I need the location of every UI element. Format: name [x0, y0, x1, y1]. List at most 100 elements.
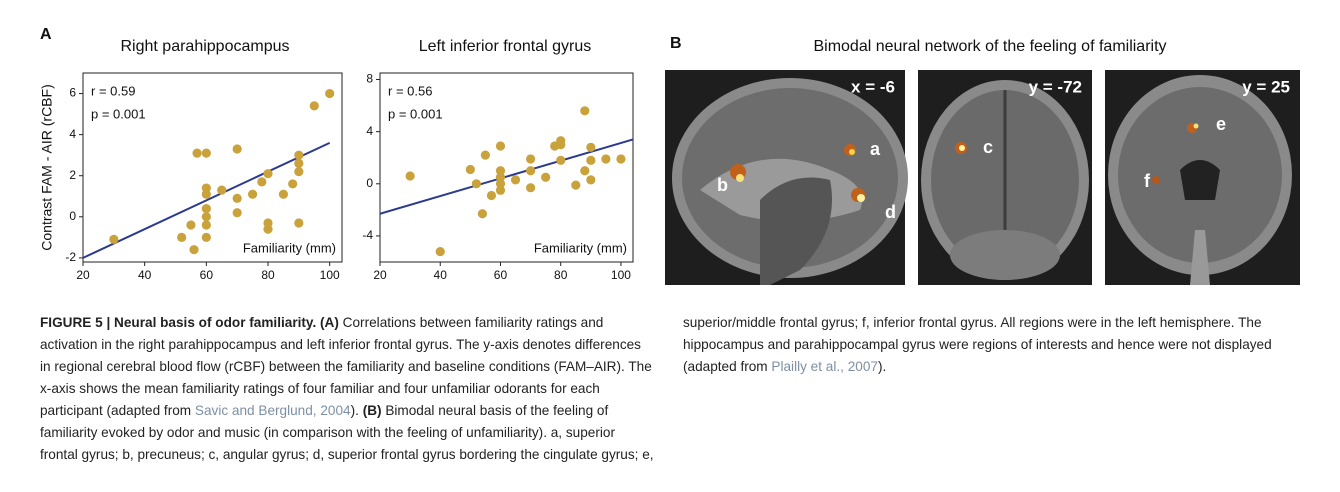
data-point	[233, 194, 242, 203]
y-tick-label: -2	[65, 250, 76, 264]
x-tick-label: 100	[611, 268, 631, 282]
data-point	[580, 106, 589, 115]
chart-title: Left inferior frontal gyrus	[419, 38, 592, 55]
x-tick-label: 60	[494, 268, 508, 282]
y-tick-label: 4	[69, 127, 76, 141]
region-label: b	[717, 175, 728, 195]
reference-link[interactable]: Savic and Berglund, 2004	[195, 403, 351, 418]
data-point	[556, 140, 565, 149]
data-point	[466, 165, 475, 174]
reference-link[interactable]: Plailly et al., 2007	[771, 359, 878, 374]
data-point	[406, 171, 415, 180]
caption-text: (B)	[363, 403, 382, 418]
data-point	[294, 151, 303, 160]
figure-caption: FIGURE 5 | Neural basis of odor familiar…	[40, 312, 1298, 477]
y-axis-label: Contrast FAM - AIR (rCBF)	[39, 84, 55, 250]
data-point	[202, 220, 211, 229]
data-point	[601, 154, 610, 163]
data-point	[288, 179, 297, 188]
data-point	[186, 220, 195, 229]
data-point	[257, 177, 266, 186]
data-point	[202, 190, 211, 199]
data-point	[217, 185, 226, 194]
data-point	[177, 233, 186, 242]
data-point	[192, 149, 201, 158]
x-tick-label: 80	[261, 268, 275, 282]
data-point	[496, 141, 505, 150]
data-point	[109, 235, 118, 244]
data-point	[511, 175, 520, 184]
data-point	[586, 156, 595, 165]
data-point	[325, 89, 334, 98]
data-point	[616, 154, 625, 163]
data-point	[481, 151, 490, 160]
data-point	[202, 212, 211, 221]
data-point	[263, 169, 272, 178]
data-point	[202, 233, 211, 242]
y-tick-label: 0	[366, 176, 373, 190]
data-point	[436, 247, 445, 256]
data-point	[526, 154, 535, 163]
x-tick-label: 60	[200, 268, 214, 282]
caption-text: ).	[878, 359, 886, 374]
x-tick-label: 20	[76, 268, 90, 282]
data-point	[279, 190, 288, 199]
data-point	[233, 144, 242, 153]
x-tick-label: 100	[320, 268, 340, 282]
caption-text: FIGURE 5 | Neural basis of odor familiar…	[40, 315, 316, 330]
data-point	[472, 179, 481, 188]
region-label: f	[1144, 171, 1151, 191]
data-point	[263, 225, 272, 234]
x-tick-label: 20	[373, 268, 387, 282]
caption-text: ).	[351, 403, 363, 418]
y-tick-label: 8	[366, 72, 373, 86]
data-point	[586, 143, 595, 152]
y-tick-label: -4	[362, 228, 373, 242]
data-point	[541, 173, 550, 182]
y-tick-label: 0	[69, 209, 76, 223]
brain-images	[665, 70, 1300, 285]
data-point	[248, 190, 257, 199]
y-tick-label: 2	[69, 168, 76, 182]
figure: A B Bimodal neural network of the feelin…	[0, 0, 1340, 300]
data-point	[310, 101, 319, 110]
region-label: d	[885, 202, 896, 222]
data-point	[233, 208, 242, 217]
annotation: p = 0.001	[388, 106, 443, 121]
panel-label: B	[670, 35, 682, 52]
data-point	[294, 167, 303, 176]
data-point	[202, 149, 211, 158]
annotation: r = 0.56	[388, 83, 432, 98]
chart-title: Right parahippocampus	[121, 38, 290, 55]
slice-coordinate: y = -72	[1029, 77, 1082, 96]
slice-coordinate: y = 25	[1242, 77, 1290, 96]
data-point	[496, 186, 505, 195]
data-point	[189, 245, 198, 254]
data-point	[556, 156, 565, 165]
x-tick-label: 80	[554, 268, 568, 282]
data-point	[487, 191, 496, 200]
caption-text: (A)	[320, 315, 339, 330]
x-axis-label: Familiarity (mm)	[534, 240, 627, 255]
x-tick-label: 40	[434, 268, 448, 282]
data-point	[526, 166, 535, 175]
region-label: e	[1216, 114, 1226, 134]
region-label: a	[870, 139, 881, 159]
x-tick-label: 40	[138, 268, 152, 282]
region-label: c	[983, 137, 993, 157]
data-point	[294, 159, 303, 168]
annotation: r = 0.59	[91, 83, 135, 98]
annotation: p = 0.001	[91, 106, 146, 121]
y-tick-label: 6	[69, 86, 76, 100]
data-point	[202, 204, 211, 213]
data-point	[478, 209, 487, 218]
y-tick-label: 4	[366, 124, 373, 138]
panel-title: Bimodal neural network of the feeling of…	[813, 38, 1166, 55]
x-axis-label: Familiarity (mm)	[243, 240, 336, 255]
slice-coordinate: x = -6	[851, 77, 895, 96]
data-point	[586, 175, 595, 184]
panel-label: A	[40, 26, 52, 43]
data-point	[294, 218, 303, 227]
data-point	[571, 180, 580, 189]
data-point	[526, 183, 535, 192]
